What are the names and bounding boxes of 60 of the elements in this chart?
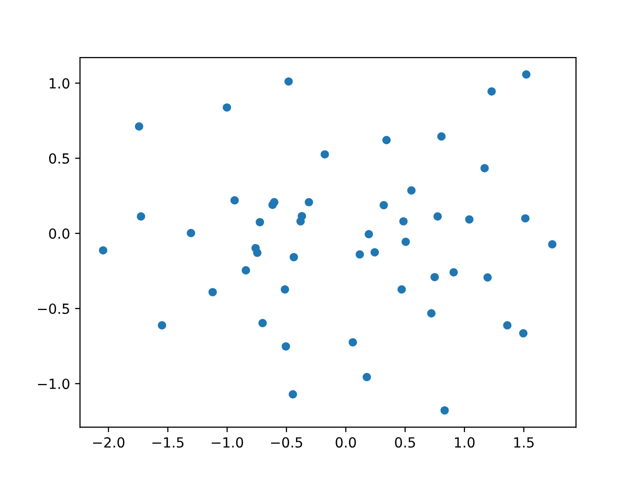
point xyxy=(348,338,357,346)
point xyxy=(370,248,379,256)
point xyxy=(268,200,277,210)
x-tick-label: −1.0 xyxy=(212,437,244,448)
point xyxy=(364,230,373,238)
point xyxy=(296,217,305,226)
point xyxy=(519,329,528,338)
point xyxy=(427,309,436,318)
point xyxy=(465,215,474,224)
point xyxy=(437,132,446,141)
point xyxy=(258,318,267,328)
point xyxy=(288,390,298,398)
point xyxy=(230,196,239,204)
point xyxy=(398,285,406,294)
point xyxy=(487,87,496,96)
y-tick-label: 1.0 xyxy=(50,78,70,89)
y-tick-label: −0.5 xyxy=(38,303,70,314)
x-tick-label: −1.5 xyxy=(152,437,184,448)
point xyxy=(134,122,144,131)
y-tick-label: 0.0 xyxy=(49,228,70,239)
x-tick-label: −0.5 xyxy=(271,437,302,448)
point xyxy=(253,248,262,257)
point xyxy=(433,212,442,221)
point xyxy=(362,372,371,382)
point xyxy=(382,136,391,144)
point xyxy=(399,217,408,226)
point xyxy=(503,321,512,330)
point xyxy=(548,240,556,249)
point xyxy=(449,268,458,276)
point xyxy=(284,77,293,86)
point xyxy=(430,272,439,282)
point xyxy=(290,252,298,262)
point xyxy=(98,246,108,255)
x-tick-label: 1.0 xyxy=(454,437,475,448)
point xyxy=(280,285,290,294)
point xyxy=(222,103,232,112)
point xyxy=(522,70,530,79)
point xyxy=(208,288,217,296)
point xyxy=(256,218,264,226)
point xyxy=(480,164,489,172)
point xyxy=(402,238,410,246)
x-tick-label: −2.0 xyxy=(93,437,124,448)
x-tick-label: 1.5 xyxy=(514,437,534,448)
y-tick-label: 0.5 xyxy=(49,153,70,164)
point xyxy=(186,228,196,238)
x-tick-label: 0.0 xyxy=(336,437,356,448)
point xyxy=(304,198,314,206)
point xyxy=(158,321,166,330)
point xyxy=(380,200,388,210)
x-tick-label: 0.5 xyxy=(395,437,415,448)
point xyxy=(407,186,416,195)
point xyxy=(242,266,250,275)
point xyxy=(521,214,530,223)
point xyxy=(483,273,492,282)
point xyxy=(136,212,146,221)
point xyxy=(440,406,449,415)
y-tick-label: −1.0 xyxy=(38,378,70,390)
point xyxy=(356,250,364,259)
point xyxy=(282,342,290,351)
point xyxy=(320,150,329,159)
